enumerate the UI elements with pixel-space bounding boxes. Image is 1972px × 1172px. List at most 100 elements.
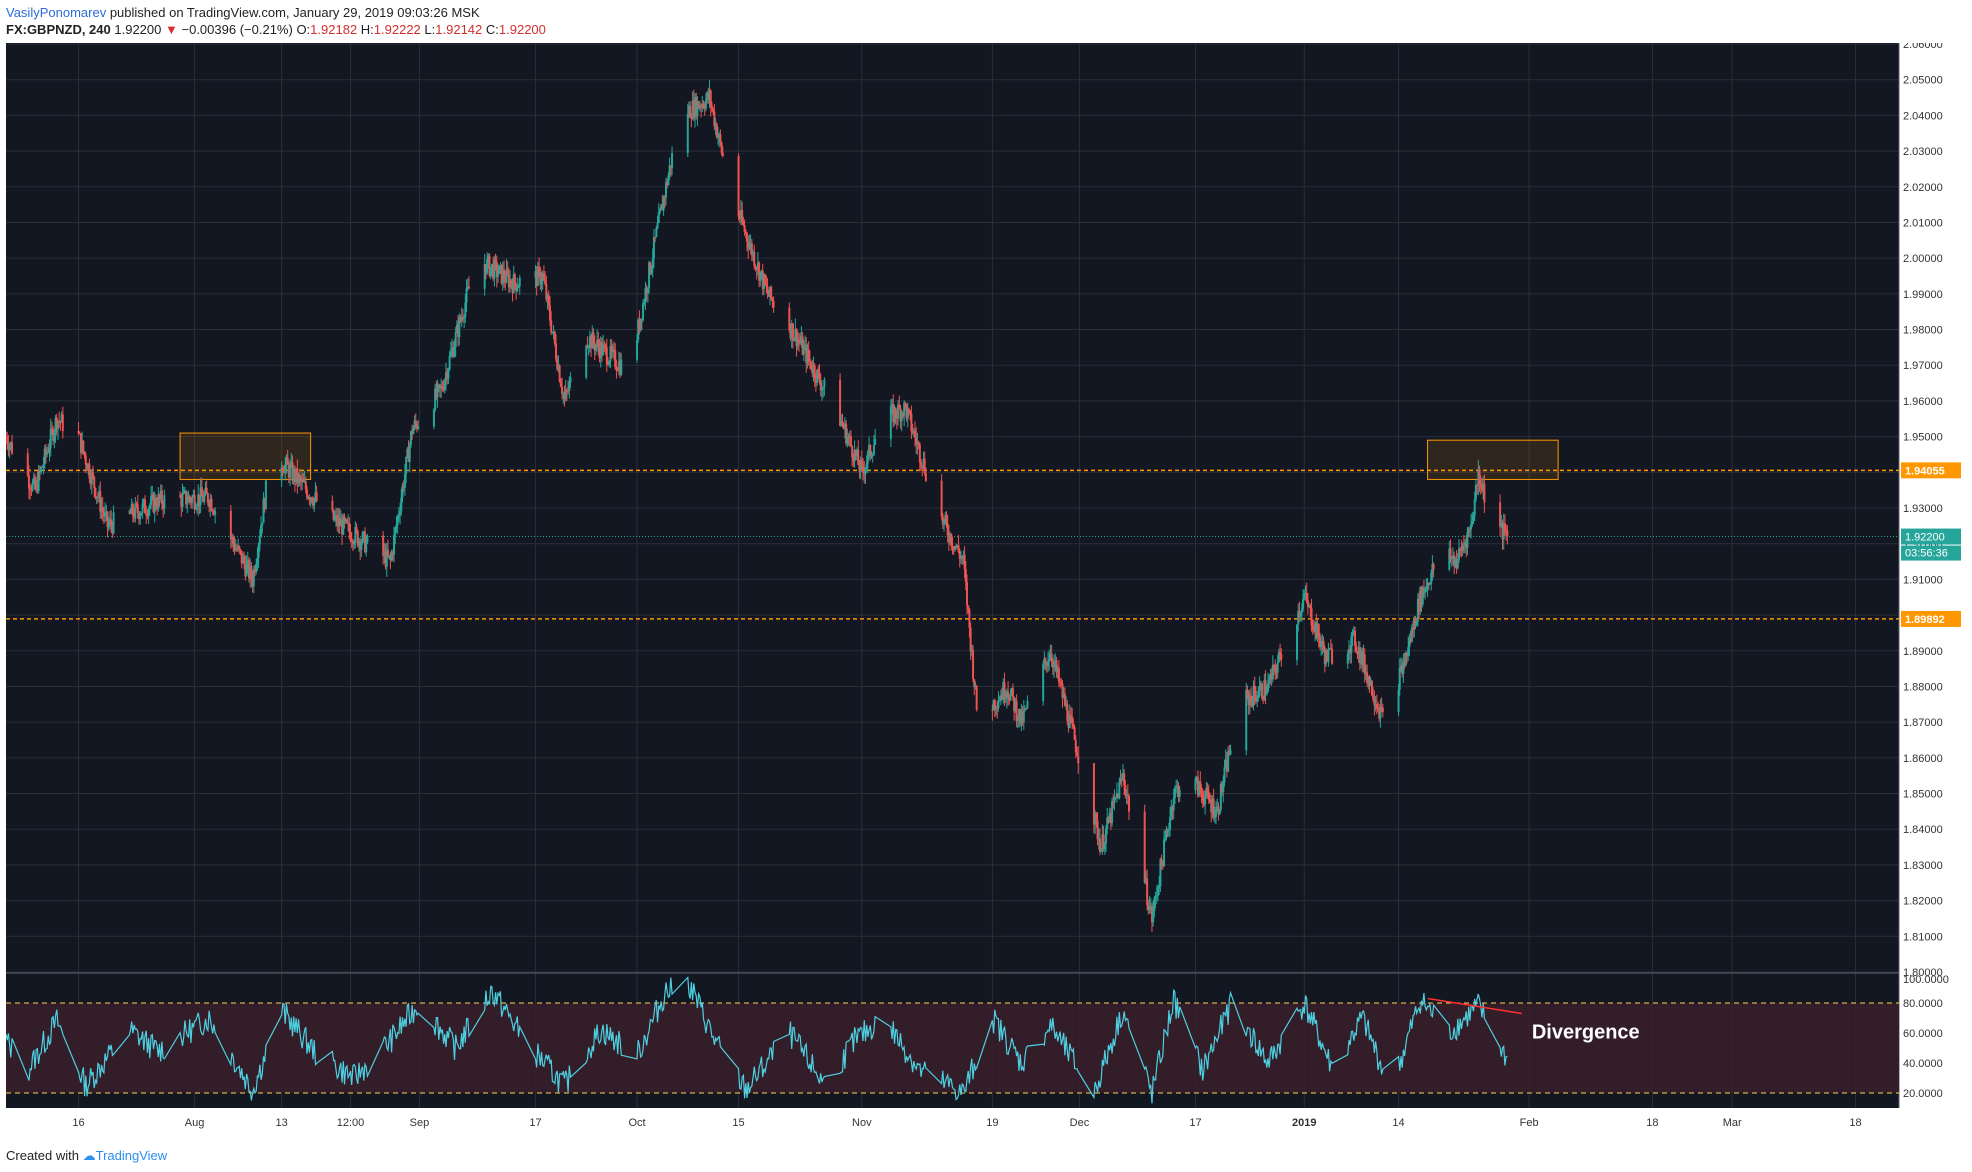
candle-body	[133, 515, 136, 519]
price-tick-label: 1.93000	[1903, 503, 1943, 515]
candle-body	[1009, 693, 1012, 701]
candle-body	[1408, 638, 1411, 648]
candle-body	[406, 448, 409, 457]
candle-body	[144, 499, 147, 514]
candle-body	[463, 316, 466, 319]
candle-body	[27, 475, 30, 489]
countdown-label: 03:56:36	[1905, 548, 1948, 560]
candle-body	[963, 554, 966, 570]
candle-body	[78, 433, 81, 435]
candle-body	[695, 97, 698, 117]
tradingview-logo-icon[interactable]: ☁	[82, 1148, 96, 1163]
candle-body	[772, 301, 775, 308]
time-tick-label: 15	[732, 1117, 744, 1129]
candle-body	[616, 369, 619, 371]
chart-area[interactable]: 2.06000 2.05000 2.04000 2.03000 2.02000 2.010…	[5, 39, 1968, 1136]
candle-body	[448, 356, 451, 370]
candle-body	[452, 347, 455, 357]
candle-body	[197, 494, 200, 507]
candle-body	[359, 540, 362, 550]
candle-body	[718, 134, 721, 137]
candle-body	[665, 182, 668, 198]
candle-body	[390, 552, 393, 560]
candle-body	[299, 477, 302, 483]
candle-body	[738, 216, 741, 220]
candle-body	[1460, 548, 1463, 551]
candle-body	[767, 294, 770, 297]
candle-body	[805, 344, 808, 364]
candle-body	[32, 477, 35, 483]
candle-body	[811, 368, 814, 374]
candle-body	[1251, 698, 1254, 706]
candle-body	[1363, 654, 1366, 675]
candle-body	[287, 464, 290, 478]
candle-body	[87, 463, 90, 471]
candle-body	[940, 480, 943, 517]
author-link[interactable]: VasilyPonomarev	[6, 5, 107, 20]
candle-body	[788, 307, 791, 331]
candle-body	[1252, 685, 1255, 706]
time-tick-label: Aug	[185, 1117, 205, 1129]
candle-body	[504, 279, 507, 283]
candle-body	[92, 472, 95, 477]
price-chart[interactable]: 2.06000 2.05000 2.04000 2.03000 2.02000 2.010…	[5, 39, 1968, 1136]
candle-body	[281, 467, 284, 472]
candle-body	[183, 490, 186, 492]
candle-body	[1152, 910, 1155, 923]
candle-body	[709, 90, 712, 106]
candle-body	[1010, 687, 1013, 694]
candle-body	[642, 303, 645, 320]
candle-body	[1314, 623, 1317, 632]
candle-body	[541, 273, 544, 282]
candle-body	[657, 212, 660, 223]
time-tick-label: 14	[1392, 1117, 1404, 1129]
candle-body	[1397, 689, 1400, 713]
candle-body	[89, 478, 92, 485]
candle-body	[969, 627, 972, 652]
candle-body	[712, 108, 715, 112]
candle-body	[487, 255, 490, 260]
candle-body	[1414, 617, 1417, 625]
level-price-tag	[1901, 462, 1961, 479]
candle-body	[411, 431, 414, 434]
candle-body	[1046, 661, 1049, 667]
candle-body	[200, 487, 203, 497]
candle-body	[839, 379, 842, 427]
candle-body	[309, 497, 312, 500]
candle-body	[752, 251, 755, 256]
candle-body	[1159, 859, 1162, 887]
candle-body	[1362, 654, 1365, 665]
candle-body	[1024, 708, 1027, 710]
candle-body	[863, 470, 866, 475]
candle-body	[905, 404, 908, 419]
candle-body	[194, 508, 197, 510]
candle-body	[748, 244, 751, 249]
low-label: L:	[424, 22, 436, 37]
candle-body	[1450, 557, 1453, 560]
price-tick-label: 2.05000	[1903, 75, 1943, 87]
candle-body	[808, 358, 811, 362]
candle-body	[1171, 806, 1174, 811]
candle-body	[1256, 697, 1259, 702]
candle-body	[366, 535, 369, 542]
tradingview-brand[interactable]: TradingView	[95, 1148, 168, 1163]
rsi-tick-label: 80.0000	[1903, 998, 1943, 1010]
candle-body	[1374, 704, 1377, 706]
candle-body	[952, 546, 955, 550]
candle-body	[754, 266, 757, 268]
candle-body	[613, 349, 616, 351]
candle-body	[1476, 485, 1479, 487]
candle-body	[851, 445, 854, 458]
candle-body	[1222, 782, 1225, 793]
candle-body	[645, 288, 648, 294]
candle-body	[1015, 700, 1018, 721]
candle-body	[388, 555, 391, 557]
candle-body	[310, 497, 313, 503]
candle-body	[1483, 483, 1486, 503]
candle-body	[617, 361, 620, 371]
current-price-label: 1.92200	[1905, 532, 1945, 544]
candle-body	[588, 336, 591, 348]
candle-body	[397, 514, 400, 517]
candle-body	[897, 404, 900, 419]
candles	[5, 80, 1509, 932]
